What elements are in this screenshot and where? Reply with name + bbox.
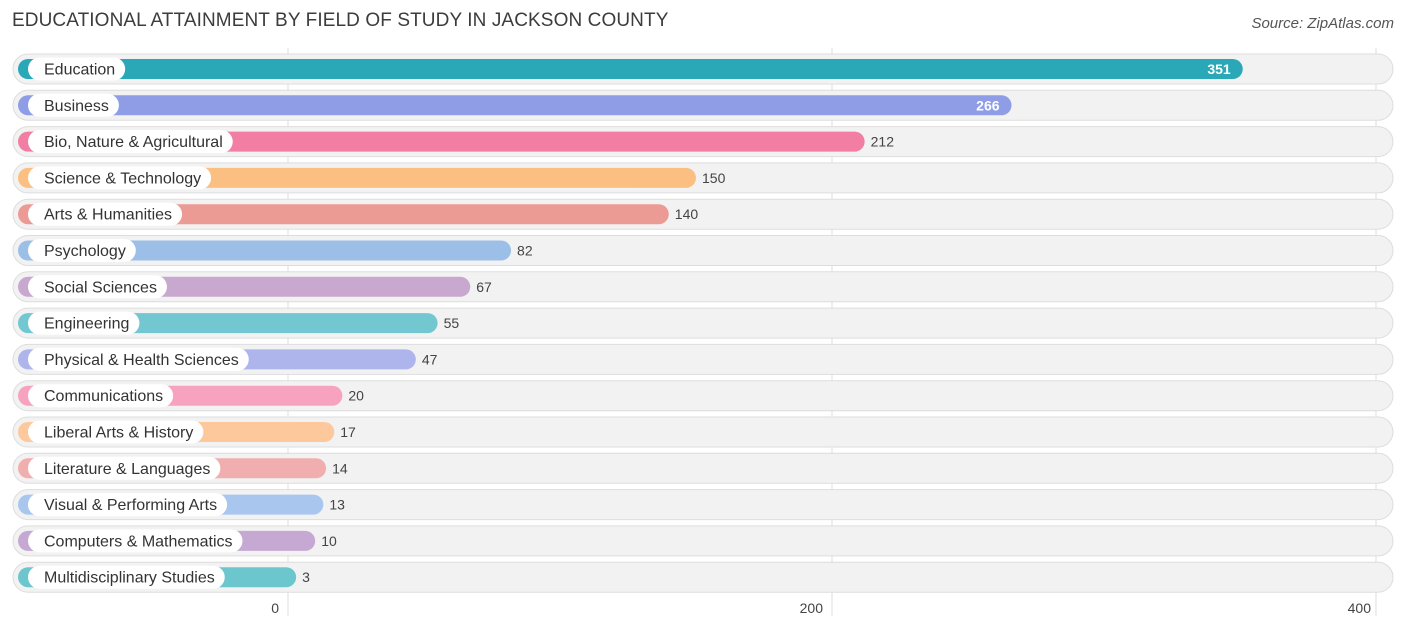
category-label: Arts & Humanities — [44, 207, 172, 224]
category-label-pill — [28, 166, 212, 190]
category-label-pill — [28, 456, 221, 480]
x-tick-label: 400 — [1348, 600, 1372, 616]
bar — [18, 240, 512, 261]
value-label: 351 — [1207, 61, 1231, 77]
category-label: Education — [44, 62, 115, 79]
bar-row: Computers & Mathematics 10 — [12, 525, 1394, 557]
category-label-pill — [28, 239, 136, 262]
category-label: Physical & Health Sciences — [44, 352, 239, 369]
value-label: 3 — [302, 569, 310, 585]
tick-layer: 0 200 400 — [271, 600, 1371, 616]
category-label: Bio, Nature & Agricultural — [44, 134, 223, 151]
category-label-pill — [28, 93, 119, 117]
bar-track — [12, 489, 1394, 521]
category-label: Psychology — [44, 243, 126, 260]
value-label: 17 — [340, 424, 356, 440]
category-label-pill — [28, 565, 225, 589]
value-label: 47 — [422, 351, 438, 367]
category-label-pill — [28, 384, 174, 408]
category-label-pill — [28, 202, 183, 226]
category-label-pill — [28, 420, 204, 444]
bar — [18, 59, 1243, 79]
category-label-pill — [28, 347, 249, 371]
bar-row: Science & Technology 150 — [12, 162, 1394, 194]
rows-layer: Education 351 Business 266 Bio, Nature & Agr… — [12, 53, 1394, 593]
bar-row: Liberal Arts & History 17 — [12, 416, 1394, 448]
bar-track — [12, 561, 1394, 593]
chart-title: EDUCATIONAL ATTAINMENT BY FIELD OF STUDY… — [12, 10, 669, 31]
category-label-pill — [28, 57, 126, 81]
category-label: Computers & Mathematics — [44, 533, 233, 550]
bar-row: Communications 20 — [12, 380, 1394, 412]
value-label: 67 — [476, 279, 492, 295]
category-label-pill — [28, 275, 167, 299]
category-label: Visual & Performing Arts — [44, 497, 217, 514]
value-label: 266 — [976, 97, 1000, 113]
bar-track — [12, 525, 1394, 557]
value-label: 14 — [332, 460, 348, 476]
category-label: Liberal Arts & History — [44, 425, 193, 442]
source-label: Source: ZipAtlas.com — [1251, 15, 1394, 32]
category-label: Multidisciplinary Studies — [44, 570, 215, 587]
bar-row: Multidisciplinary Studies 3 — [12, 561, 1394, 593]
category-label-pill — [28, 493, 228, 517]
bar-track — [12, 416, 1394, 448]
bar-row: Visual & Performing Arts 13 — [12, 489, 1394, 521]
bar-row: Arts & Humanities 140 — [12, 198, 1394, 230]
category-label-pill — [28, 529, 243, 553]
bar — [18, 95, 1012, 116]
bar-row: Engineering 55 — [12, 307, 1394, 339]
value-label: 13 — [329, 497, 345, 513]
category-label: Communications — [44, 388, 163, 405]
value-label: 82 — [517, 243, 533, 259]
bar-track — [12, 380, 1394, 412]
bar-row: Education 351 — [12, 53, 1394, 85]
value-label: 20 — [348, 388, 364, 404]
category-label: Engineering — [44, 316, 129, 333]
bar-row: Psychology 82 — [12, 235, 1394, 266]
bar-track — [12, 452, 1394, 484]
value-label: 212 — [871, 134, 895, 150]
category-label-pill — [28, 311, 140, 335]
category-label-pill — [28, 130, 233, 154]
bar-row: Business 266 — [12, 89, 1394, 121]
value-label: 55 — [444, 315, 460, 331]
value-label: 140 — [675, 206, 699, 222]
category-label: Literature & Languages — [44, 461, 210, 478]
category-label: Science & Technology — [44, 170, 201, 187]
bar-row: Physical & Health Sciences 47 — [12, 343, 1394, 375]
bar-row: Bio, Nature & Agricultural 212 — [12, 126, 1394, 158]
bar-row: Social Sciences 67 — [12, 271, 1394, 303]
value-label: 10 — [321, 533, 337, 549]
value-label: 150 — [702, 170, 726, 186]
x-tick-label: 0 — [271, 600, 279, 616]
x-tick-label: 200 — [800, 600, 824, 616]
category-label: Social Sciences — [44, 279, 157, 296]
bar-row: Literature & Languages 14 — [12, 452, 1394, 484]
category-label: Business — [44, 98, 109, 115]
